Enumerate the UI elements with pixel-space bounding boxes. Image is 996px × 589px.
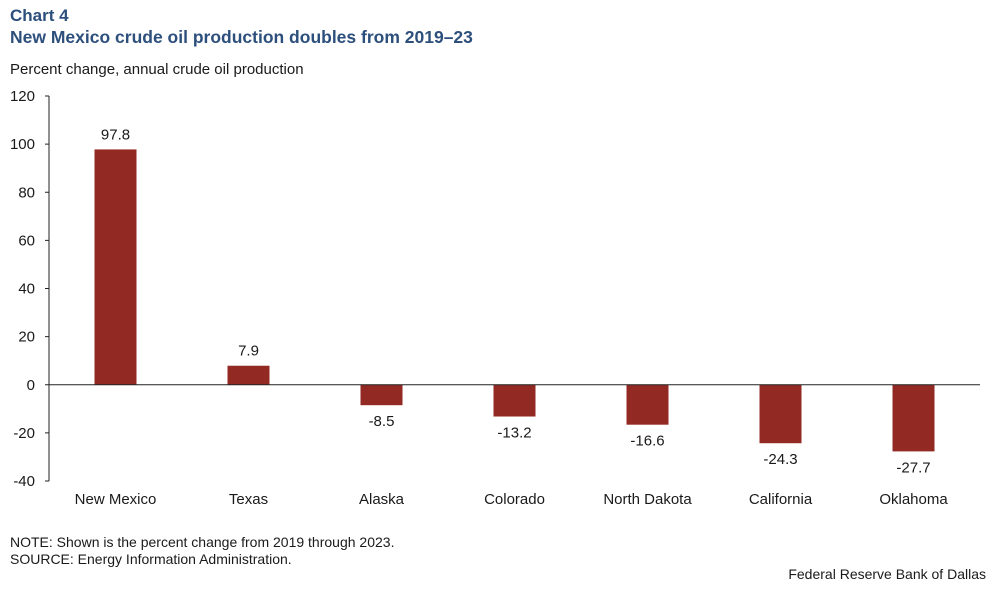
y-axis: 120 100 80 60 40 20 0 -20 -40 <box>10 88 50 490</box>
data-label: -24.3 <box>763 451 797 468</box>
x-tick-label: Alaska <box>359 491 405 508</box>
y-tick-label: 100 <box>10 136 35 153</box>
data-label: 97.8 <box>101 126 130 143</box>
bars <box>94 149 935 452</box>
x-tick-label: Texas <box>229 491 268 508</box>
source-note: SOURCE: Energy Information Administratio… <box>10 551 292 567</box>
chart-number: Chart 4 <box>10 6 69 25</box>
y-tick-label: 60 <box>18 232 35 249</box>
footnote: NOTE: Shown is the percent change from 2… <box>10 534 395 550</box>
y-tick-label: 80 <box>18 184 35 201</box>
x-tick-label: Oklahoma <box>879 491 948 508</box>
data-label: -8.5 <box>369 413 395 430</box>
data-label: -27.7 <box>896 459 930 476</box>
data-label: -16.6 <box>630 433 664 450</box>
chart-title: New Mexico crude oil production doubles … <box>10 27 473 47</box>
x-tick-label: California <box>749 491 813 508</box>
bar-new-mexico <box>94 149 137 385</box>
y-tick-label: 40 <box>18 281 35 298</box>
data-labels: 97.8 7.9 -8.5 -13.2 -16.6 -24.3 -27.7 <box>101 126 931 476</box>
credit-line: Federal Reserve Bank of Dallas <box>788 566 986 582</box>
bar-oklahoma <box>892 384 935 452</box>
y-tick-label: -20 <box>13 425 35 442</box>
bar-alaska <box>360 384 403 406</box>
x-tick-label: Colorado <box>484 491 545 508</box>
bar-california <box>759 384 802 444</box>
x-tick-label: New Mexico <box>75 491 157 508</box>
x-tick-label: North Dakota <box>603 491 692 508</box>
x-axis: New Mexico Texas Alaska Colorado North Dakot… <box>49 384 980 508</box>
y-tick-label: 120 <box>10 88 35 105</box>
data-label: 7.9 <box>238 343 259 360</box>
y-tick-label: 20 <box>18 329 35 346</box>
bar-north-dakota <box>626 384 669 425</box>
y-tick-label: -40 <box>13 473 35 490</box>
chart-subtitle: Percent change, annual crude oil product… <box>10 61 304 78</box>
data-label: -13.2 <box>497 425 531 442</box>
bar-texas <box>227 365 270 385</box>
y-tick-label: 0 <box>27 377 35 394</box>
bar-colorado <box>493 384 536 417</box>
